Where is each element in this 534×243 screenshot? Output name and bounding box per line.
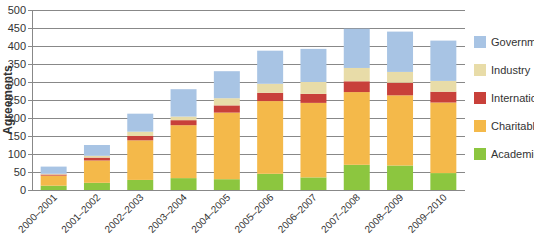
chart: 050100150200250300350400450500Agreements… [0,0,534,243]
bar [430,173,456,190]
bar [257,51,283,84]
tick-mark [28,64,32,65]
tick-mark [28,46,32,47]
x-tick-label: 2006–2007 [276,191,319,234]
bar [214,98,240,105]
y-axis-title: Agreements [1,65,15,135]
bar [300,49,326,82]
x-tick-label: 2002–2003 [102,191,145,234]
bar [300,177,326,190]
bar [344,29,370,68]
bar [430,103,456,174]
bar [127,132,153,136]
bar [257,84,283,93]
bar [84,183,110,190]
bar [171,125,197,178]
tick-mark [28,100,32,101]
legend-label: Governments [491,36,534,48]
bar [344,68,370,81]
bar [344,81,370,92]
x-tick-label: 2009–2010 [406,191,449,234]
bar [387,95,413,165]
bar [171,117,197,121]
legend-swatch [474,36,486,48]
tick-mark [28,118,32,119]
bar [430,92,456,103]
x-tick-label: 2003–2004 [146,191,189,234]
bar [171,89,197,116]
x-axis [32,190,465,191]
legend-label: Industry [491,64,531,76]
bar [127,136,153,140]
legend-label: International [491,92,534,104]
bar [84,145,110,156]
legend-label: Charitable [491,120,534,132]
x-tick-label: 2007–2008 [319,191,362,234]
tick-mark [28,172,32,173]
y-tick-label: 100 [8,148,26,160]
bar [344,165,370,190]
bar [257,101,283,174]
legend-swatch [474,120,486,132]
bar [387,83,413,96]
x-tick-label: 2000–2001 [16,191,59,234]
tick-mark [28,82,32,83]
bar [127,180,153,190]
bar [387,166,413,190]
bar [127,140,153,180]
bar [300,94,326,103]
bar [84,160,110,182]
bar [257,93,283,101]
bar [257,174,283,190]
bar [344,92,370,165]
bar [300,82,326,94]
bar [171,178,197,190]
grid-line [32,28,465,29]
bar [430,81,456,92]
bar [41,176,67,186]
grid-line [32,190,465,191]
bar [41,167,67,174]
legend-swatch [474,64,486,76]
bar [171,120,197,125]
legend-swatch [474,148,486,160]
legend-swatch [474,92,486,104]
bar [214,105,240,112]
bar [214,179,240,190]
y-tick-label: 400 [8,40,26,52]
tick-mark [28,136,32,137]
y-tick-label: 0 [20,184,26,196]
grid-line [32,10,465,11]
y-tick-label: 50 [14,166,26,178]
bar [84,156,110,158]
bar [430,41,456,81]
legend-label: Academic [491,148,534,160]
bar [41,186,67,190]
bar [127,114,153,132]
bar [387,32,413,72]
x-tick-label: 2005–2006 [232,191,275,234]
y-tick-label: 500 [8,4,26,16]
bar [214,113,240,180]
tick-mark [28,190,32,191]
x-tick-label: 2004–2005 [189,191,232,234]
tick-mark [28,28,32,29]
tick-mark [28,154,32,155]
bar [84,158,110,161]
y-tick-label: 450 [8,22,26,34]
bars [41,29,457,190]
tick-mark [28,10,32,11]
y-axis [32,10,33,190]
bar [41,175,67,176]
bar [387,72,413,83]
x-tick-label: 2008–2009 [362,191,405,234]
bar [300,103,326,178]
bar [214,71,240,98]
x-tick-label: 2001–2002 [59,191,102,234]
